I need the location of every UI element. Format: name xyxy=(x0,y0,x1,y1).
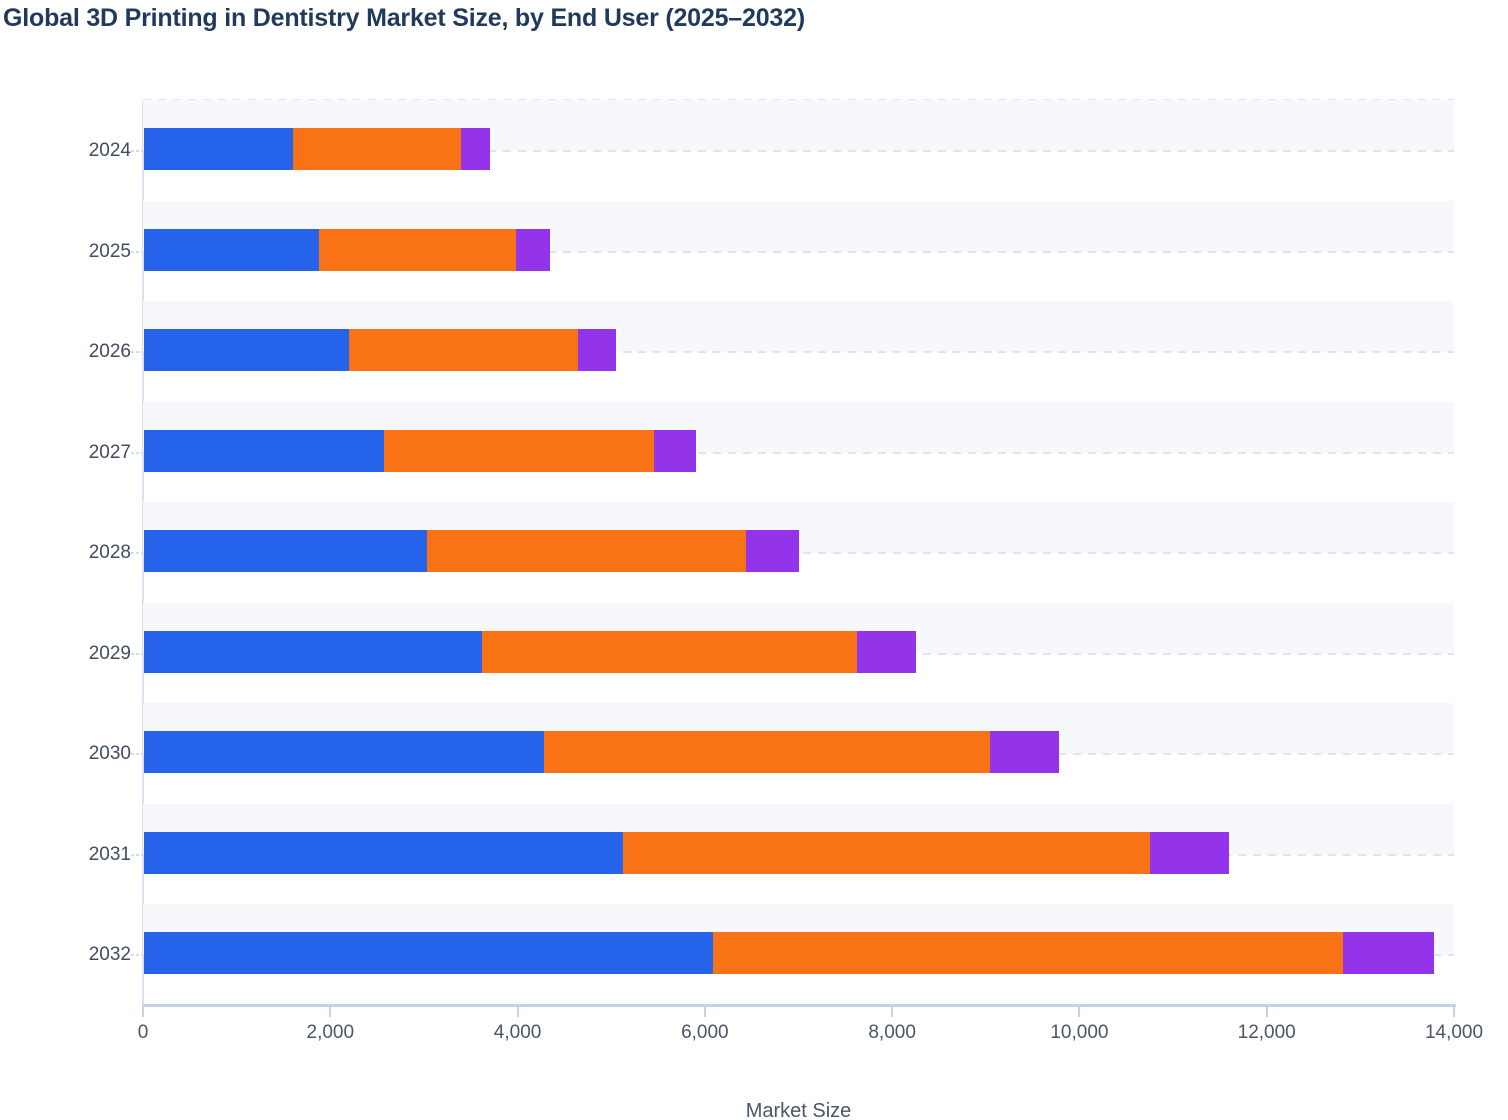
bar-segment-2030-series-purple[interactable] xyxy=(989,731,1059,774)
bar-2032 xyxy=(144,932,1435,975)
row-gridline-2024 xyxy=(143,149,1454,152)
bar-segment-2028-series-purple[interactable] xyxy=(746,530,799,573)
bar-2030 xyxy=(144,731,1059,774)
y-axis-label-2027: 2027 xyxy=(88,441,131,463)
x-axis-tick-label-2000: 2,000 xyxy=(306,1022,355,1043)
bar-segment-2031-series-blue[interactable] xyxy=(144,831,623,874)
x-axis-tick-10000 xyxy=(1078,1007,1081,1017)
x-axis-tick-14000 xyxy=(1453,1007,1455,1017)
x-axis-tick-8000 xyxy=(891,1007,894,1017)
y-axis-label-2025: 2025 xyxy=(88,240,131,262)
bar-2024 xyxy=(144,127,491,170)
bar-2031 xyxy=(144,831,1230,874)
bar-segment-2030-series-blue[interactable] xyxy=(144,731,544,774)
x-axis-tick-12000 xyxy=(1265,1007,1268,1017)
y-axis-label-2024: 2024 xyxy=(88,139,131,161)
x-axis-tick-4000 xyxy=(516,1007,519,1017)
y-axis-tick-2028 xyxy=(131,552,142,555)
bar-segment-2027-series-orange[interactable] xyxy=(383,429,655,472)
bar-segment-2032-series-orange[interactable] xyxy=(713,932,1343,975)
y-axis-tick-2031 xyxy=(131,853,142,856)
bar-segment-2026-series-purple[interactable] xyxy=(578,329,616,372)
row-gridline-2026 xyxy=(143,351,1454,354)
bar-segment-2031-series-purple[interactable] xyxy=(1149,831,1230,874)
y-axis-tick-2026 xyxy=(131,351,142,354)
x-axis-tick-label-10000: 10,000 xyxy=(1050,1022,1109,1043)
bar-segment-2026-series-blue[interactable] xyxy=(144,329,350,372)
x-axis-tick-label-12000: 12,000 xyxy=(1237,1022,1296,1043)
x-axis-tick-label-14000: 14,000 xyxy=(1424,1022,1484,1043)
bar-2027 xyxy=(144,429,696,472)
bar-segment-2028-series-orange[interactable] xyxy=(426,530,747,573)
row-gridline-2025 xyxy=(143,250,1454,253)
row-gridline-2027 xyxy=(143,451,1454,454)
bar-segment-2026-series-orange[interactable] xyxy=(349,329,579,372)
bar-2028 xyxy=(144,530,799,573)
x-axis-line xyxy=(142,1004,1456,1007)
bar-segment-2029-series-orange[interactable] xyxy=(482,630,857,673)
bar-segment-2030-series-orange[interactable] xyxy=(543,731,990,774)
x-axis-tick-0 xyxy=(142,1007,144,1017)
y-axis-tick-2027 xyxy=(131,451,142,454)
y-axis-label-2032: 2032 xyxy=(88,944,131,966)
y-axis-tick-2024 xyxy=(131,149,142,152)
x-axis-tick-label-4000: 4,000 xyxy=(493,1022,542,1043)
y-axis-label-2028: 2028 xyxy=(88,542,131,564)
plot-area xyxy=(143,99,1454,1005)
x-axis-tick-6000 xyxy=(703,1007,706,1017)
y-axis-label-2026: 2026 xyxy=(88,341,131,363)
bar-2025 xyxy=(144,228,551,271)
y-axis-tick-2025 xyxy=(131,250,142,253)
y-axis-label-2030: 2030 xyxy=(88,743,131,765)
bar-segment-2029-series-blue[interactable] xyxy=(144,630,483,673)
x-axis-tick-label-6000: 6,000 xyxy=(681,1022,729,1043)
bar-segment-2027-series-purple[interactable] xyxy=(654,429,696,472)
bar-2029 xyxy=(144,630,916,673)
y-axis-tick-2032 xyxy=(131,954,142,957)
x-axis-tick-label-0: 0 xyxy=(137,1022,149,1043)
chart-title: Global 3D Printing in Dentistry Market S… xyxy=(3,4,805,32)
bar-segment-2025-series-purple[interactable] xyxy=(515,228,551,271)
bar-segment-2024-series-blue[interactable] xyxy=(144,127,293,170)
y-axis-label-2029: 2029 xyxy=(88,642,131,664)
bar-segment-2024-series-purple[interactable] xyxy=(461,127,491,170)
bar-segment-2029-series-purple[interactable] xyxy=(856,630,916,673)
bar-2026 xyxy=(144,329,616,372)
bar-segment-2025-series-orange[interactable] xyxy=(319,228,516,271)
y-axis-tick-2029 xyxy=(131,652,142,655)
bar-segment-2032-series-blue[interactable] xyxy=(144,932,714,975)
x-axis-title: Market Size xyxy=(745,1100,852,1120)
x-axis-tick-2000 xyxy=(329,1007,332,1017)
y-axis-label-2031: 2031 xyxy=(88,843,131,865)
x-axis-tick-label-8000: 8,000 xyxy=(868,1022,916,1043)
bar-segment-2031-series-orange[interactable] xyxy=(622,831,1150,874)
y-axis-tick-2030 xyxy=(131,753,142,756)
bar-segment-2028-series-blue[interactable] xyxy=(144,530,427,573)
bar-segment-2025-series-blue[interactable] xyxy=(144,228,320,271)
bar-segment-2032-series-purple[interactable] xyxy=(1342,932,1435,975)
bar-segment-2024-series-orange[interactable] xyxy=(292,127,462,170)
bar-segment-2027-series-blue[interactable] xyxy=(144,429,384,472)
